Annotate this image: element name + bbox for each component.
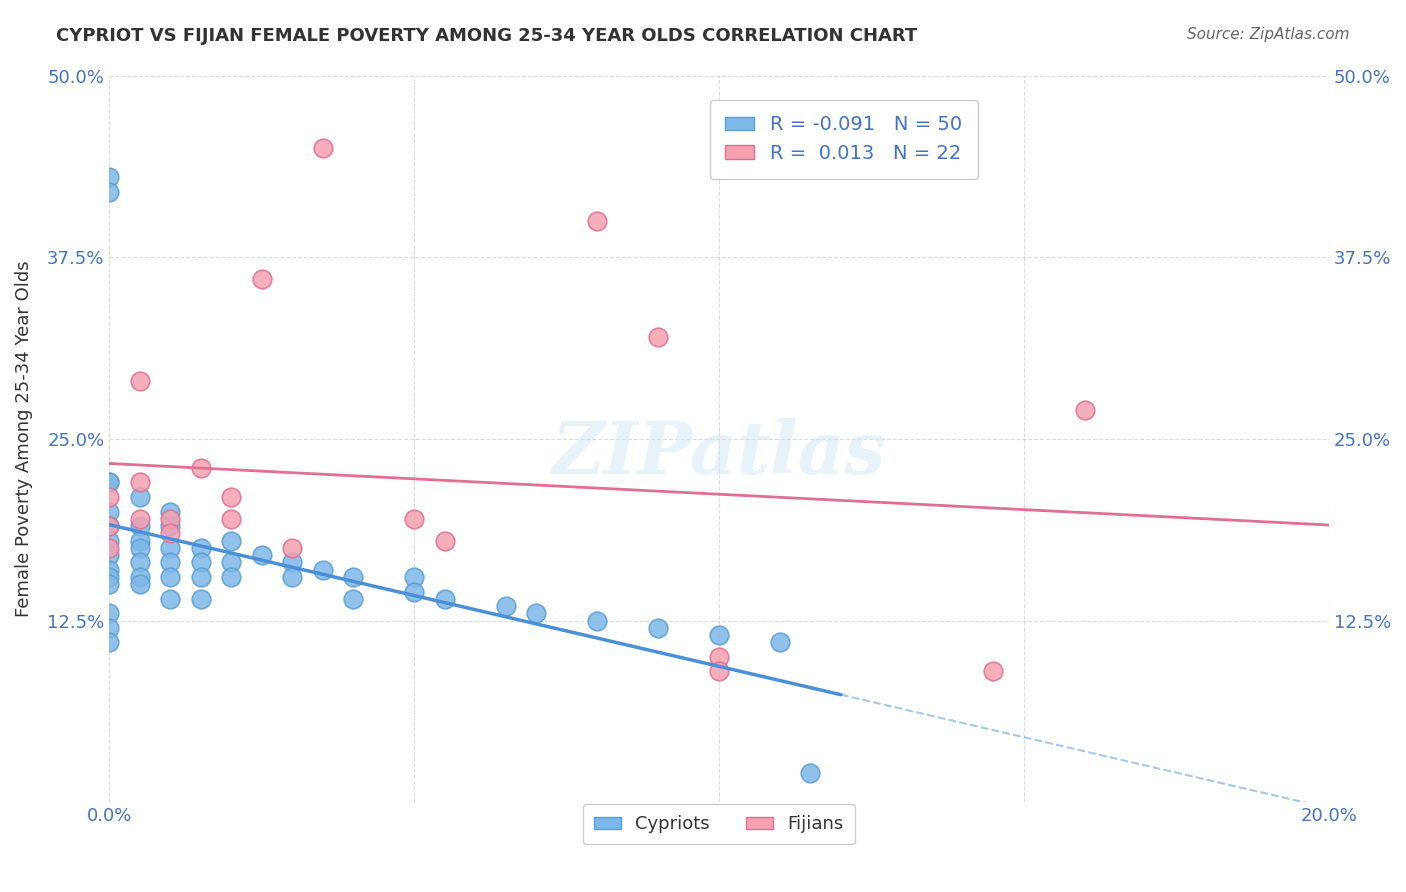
Point <box>281 570 304 584</box>
Point <box>190 570 212 584</box>
Point <box>98 635 121 649</box>
Point <box>647 330 669 344</box>
Point <box>707 628 730 642</box>
Point <box>159 526 181 541</box>
Point <box>1074 402 1097 417</box>
Point <box>219 570 242 584</box>
Point <box>98 475 121 490</box>
Point <box>159 505 181 519</box>
Point <box>128 556 150 570</box>
Point <box>98 519 121 533</box>
Point <box>190 461 212 475</box>
Point <box>647 621 669 635</box>
Point <box>98 533 121 548</box>
Point <box>342 570 364 584</box>
Point <box>402 570 425 584</box>
Point <box>128 533 150 548</box>
Point <box>98 505 121 519</box>
Y-axis label: Female Poverty Among 25-34 Year Olds: Female Poverty Among 25-34 Year Olds <box>15 260 32 617</box>
Point <box>159 556 181 570</box>
Point <box>342 591 364 606</box>
Point <box>402 512 425 526</box>
Point <box>98 607 121 621</box>
Point <box>495 599 517 613</box>
Point <box>128 512 150 526</box>
Point <box>799 766 821 780</box>
Point <box>219 533 242 548</box>
Point <box>524 607 547 621</box>
Point <box>586 214 609 228</box>
Point <box>159 570 181 584</box>
Point <box>159 591 181 606</box>
Point <box>128 475 150 490</box>
Point <box>281 541 304 555</box>
Point <box>159 519 181 533</box>
Point <box>402 584 425 599</box>
Point <box>219 556 242 570</box>
Point <box>433 533 456 548</box>
Point <box>190 556 212 570</box>
Point <box>98 490 121 504</box>
Point <box>98 577 121 591</box>
Point <box>159 541 181 555</box>
Point <box>190 591 212 606</box>
Point <box>769 635 792 649</box>
Point <box>707 665 730 679</box>
Point <box>219 512 242 526</box>
Point <box>128 519 150 533</box>
Point <box>433 591 456 606</box>
Text: ZIPatlas: ZIPatlas <box>553 418 886 489</box>
Point <box>128 490 150 504</box>
Point <box>98 185 121 199</box>
Text: Source: ZipAtlas.com: Source: ZipAtlas.com <box>1187 27 1350 42</box>
Point <box>128 577 150 591</box>
Point <box>98 519 121 533</box>
Point <box>311 563 333 577</box>
Point <box>586 614 609 628</box>
Point <box>311 141 333 155</box>
Point <box>983 665 1005 679</box>
Point <box>190 541 212 555</box>
Point <box>128 374 150 388</box>
Point <box>159 512 181 526</box>
Point <box>128 570 150 584</box>
Point <box>98 563 121 577</box>
Point <box>219 490 242 504</box>
Point <box>250 548 273 562</box>
Point <box>98 475 121 490</box>
Point <box>98 170 121 185</box>
Legend: Cypriots, Fijians: Cypriots, Fijians <box>583 805 855 844</box>
Point <box>98 548 121 562</box>
Point <box>707 649 730 664</box>
Point <box>98 621 121 635</box>
Point <box>128 541 150 555</box>
Point <box>281 556 304 570</box>
Text: CYPRIOT VS FIJIAN FEMALE POVERTY AMONG 25-34 YEAR OLDS CORRELATION CHART: CYPRIOT VS FIJIAN FEMALE POVERTY AMONG 2… <box>56 27 918 45</box>
Point <box>250 272 273 286</box>
Point <box>98 570 121 584</box>
Point <box>98 541 121 555</box>
